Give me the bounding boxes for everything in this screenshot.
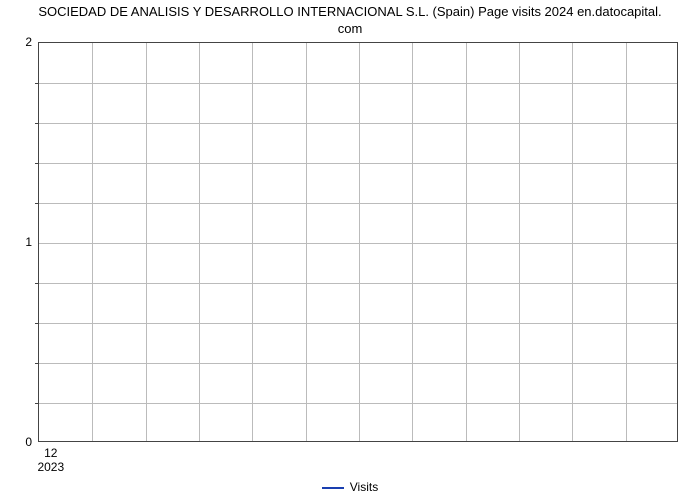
gridline-h [39, 323, 677, 324]
y-tick-label: 2 [4, 35, 32, 49]
legend-label: Visits [350, 480, 378, 494]
gridline-v [252, 43, 253, 441]
y-tick-minor [35, 283, 39, 284]
gridline-v [412, 43, 413, 441]
chart-title: SOCIEDAD DE ANALISIS Y DESARROLLO INTERN… [0, 0, 700, 38]
y-tick-minor [35, 363, 39, 364]
title-line-2: com [338, 21, 363, 36]
gridline-h [39, 123, 677, 124]
y-tick-minor [35, 203, 39, 204]
gridline-v [199, 43, 200, 441]
gridline-h [39, 203, 677, 204]
x-tick-label: 122023 [37, 446, 64, 474]
y-tick-label: 1 [4, 235, 32, 249]
legend-swatch [322, 487, 344, 489]
gridline-h [39, 243, 677, 244]
x-tick-month: 12 [44, 446, 57, 460]
plot-area [38, 42, 678, 442]
y-tick-minor [35, 323, 39, 324]
gridline-h [39, 363, 677, 364]
gridline-v [359, 43, 360, 441]
gridline-v [572, 43, 573, 441]
gridline-v [92, 43, 93, 441]
y-tick-minor [35, 163, 39, 164]
gridline-h [39, 83, 677, 84]
y-tick-minor [35, 403, 39, 404]
title-line-1: SOCIEDAD DE ANALISIS Y DESARROLLO INTERN… [38, 4, 661, 19]
legend: Visits [0, 480, 700, 494]
x-tick-year: 2023 [37, 460, 64, 474]
y-tick-label: 0 [4, 435, 32, 449]
chart-area: 012122023 [38, 42, 678, 442]
gridline-v [306, 43, 307, 441]
gridline-v [626, 43, 627, 441]
gridline-h [39, 283, 677, 284]
y-tick-minor [35, 123, 39, 124]
gridline-v [146, 43, 147, 441]
gridline-v [466, 43, 467, 441]
y-tick-minor [35, 83, 39, 84]
gridline-v [519, 43, 520, 441]
gridline-h [39, 163, 677, 164]
gridline-h [39, 403, 677, 404]
